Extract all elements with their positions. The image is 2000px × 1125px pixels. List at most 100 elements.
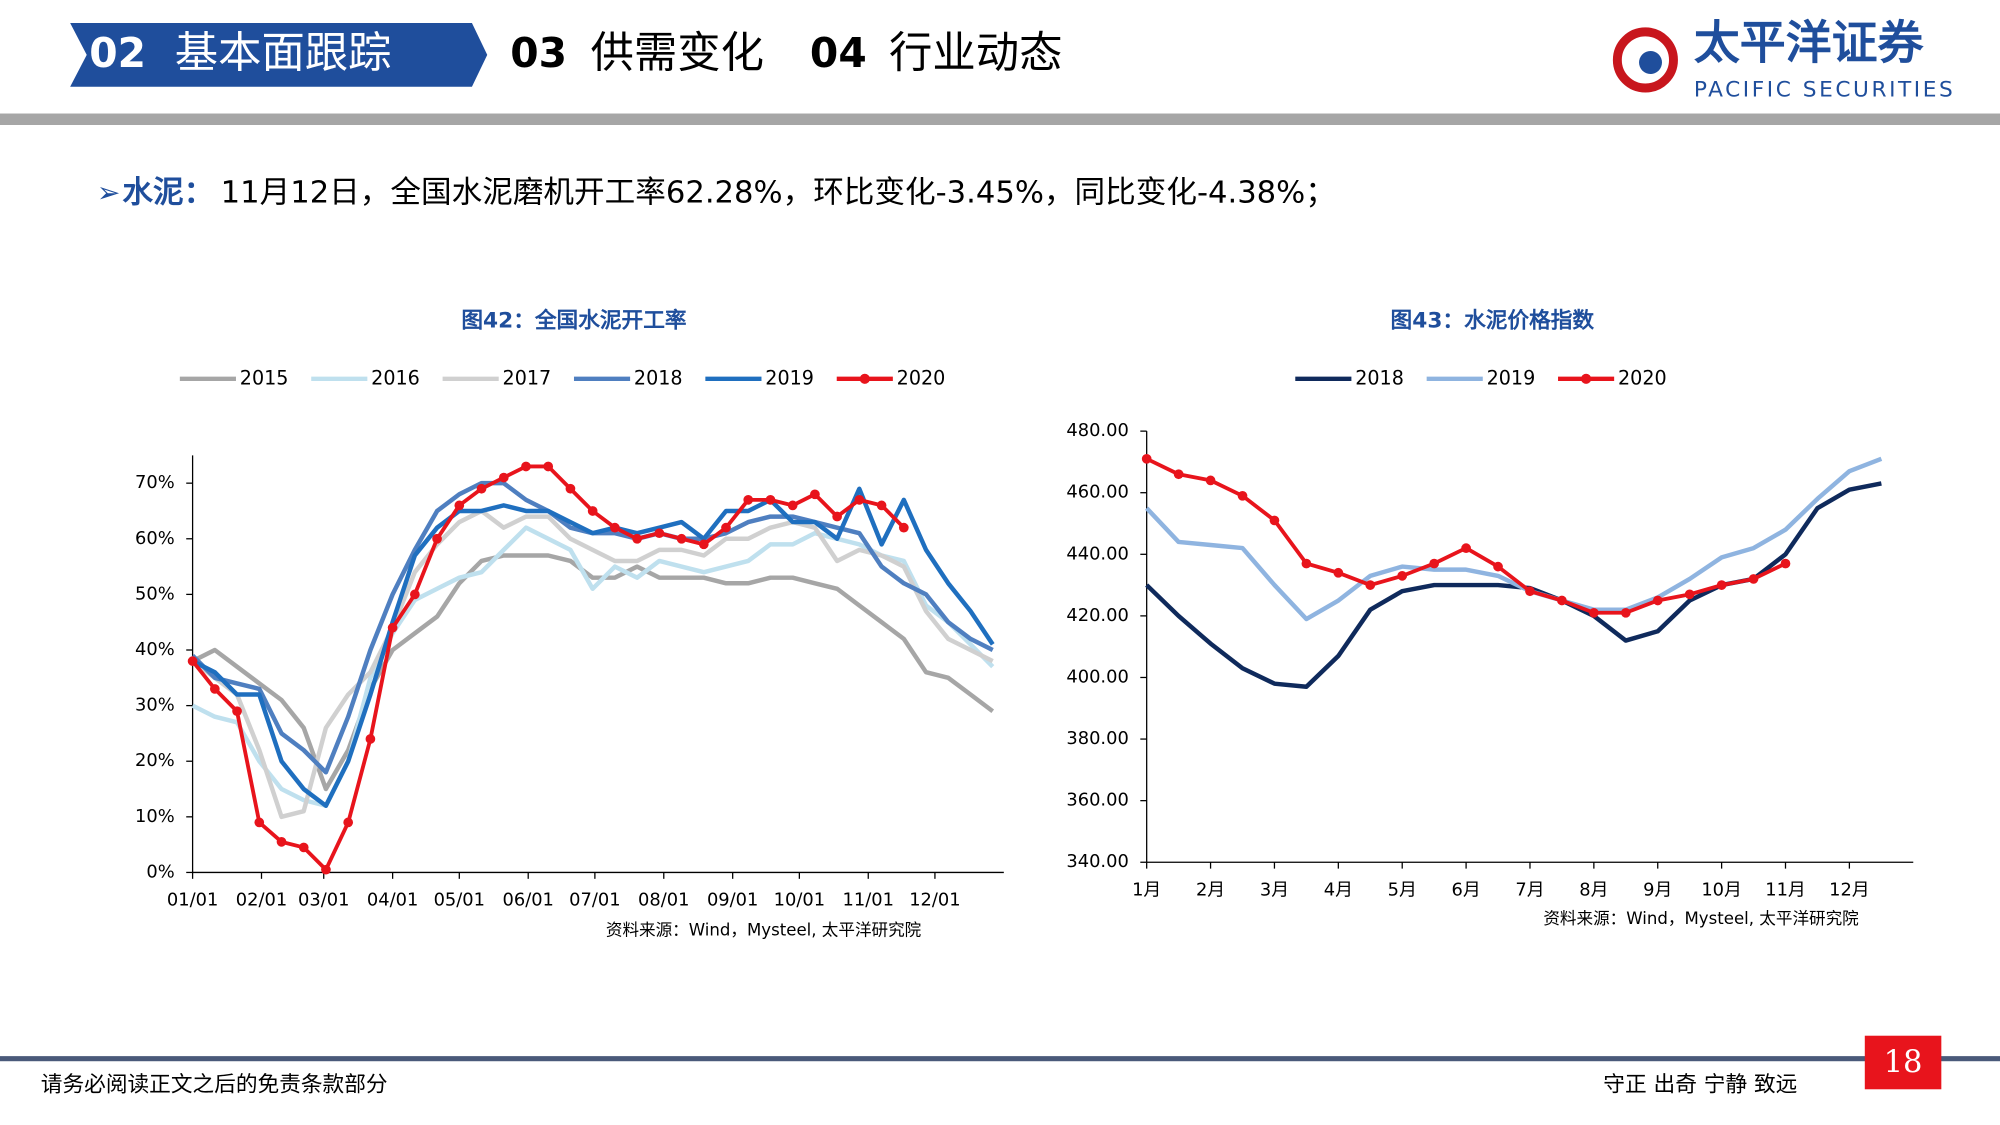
x-tick-label: 10月 [1701,879,1742,900]
point [898,522,909,533]
point [632,533,642,544]
chart-title: 图43：水泥价格指数 [1391,307,1595,333]
point [476,483,487,494]
x-tick-label: 6月 [1451,879,1480,900]
x-tick-label: 7月 [1515,879,1544,900]
x-tick-label: 1月 [1132,879,1161,900]
point [1716,580,1727,590]
legend-marker [1580,373,1592,384]
x-tick-label: 08/01 [638,890,689,911]
x-tick-label: 11月 [1765,879,1806,900]
x-tick-label: 8月 [1579,879,1608,900]
x-tick-label: 09/01 [707,890,758,911]
point [410,589,420,600]
point [1461,543,1471,553]
point [298,842,309,853]
x-tick-label: 01/01 [167,890,218,911]
x-tick-label: 11/01 [843,890,894,911]
legend-label: 2018 [1355,366,1404,389]
x-tick-label: 12/01 [909,890,960,911]
chart-title: 图42：全国水泥开工率 [461,307,686,333]
legend-label: 2019 [1487,366,1536,389]
logo-icon [1612,27,1678,93]
y-tick-label: 30% [135,695,175,716]
point [343,817,354,828]
point [654,528,665,539]
x-tick-label: 02/01 [236,890,287,911]
point [1780,558,1791,569]
point [1525,586,1535,597]
point [365,734,376,744]
point [698,539,709,550]
x-tick-label: 10/01 [774,890,825,911]
point [1301,558,1312,569]
point [454,500,465,511]
point [876,500,887,511]
series-line [191,508,994,820]
y-tick-label: 460.00 [1066,482,1128,503]
bullet-text: 11月12日，全国水泥磨机开工率62.28%，环比变化-3.45%，同比变化-4… [221,175,1336,210]
y-tick-label: 50% [135,583,175,604]
y-tick-label: 40% [135,639,175,660]
page-badge [1864,1035,1942,1090]
legend-marker [859,373,870,384]
nav-active-bg [70,22,488,87]
point [676,533,687,544]
y-tick-label: 360.00 [1066,790,1128,811]
point [432,533,442,544]
point [810,489,820,500]
point [587,506,598,516]
source: 资料来源：Wind，Mysteel, 太平洋研究院 [606,921,922,940]
legend-label: 2018 [634,366,683,389]
point [387,622,398,633]
point [1397,571,1408,581]
nav-num: 03 [510,29,567,77]
x-tick-label: 07/01 [569,890,620,911]
legend-label: 2015 [240,366,289,389]
point [1748,574,1759,584]
nav-label: 行业动态 [889,29,1062,79]
nav-num: 02 [89,29,146,77]
y-tick-label: 70% [135,472,175,493]
point [1684,589,1695,600]
y-tick-label: 0% [146,861,174,882]
series-line [191,486,995,808]
point [254,817,265,828]
point [1652,595,1663,606]
point [721,522,731,533]
nav-label: 供需变化 [591,29,764,79]
x-tick-label: 9月 [1643,879,1672,900]
nav-num: 04 [810,29,867,77]
point [232,706,242,717]
point [521,461,531,472]
point [743,495,754,505]
source: 资料来源：Wind，Mysteel, 太平洋研究院 [1543,909,1859,928]
point [187,656,198,666]
point [1589,607,1599,618]
x-tick-label: 04/01 [367,890,418,911]
logo: 太平洋证券 [1694,15,1925,69]
series-line [191,525,995,808]
x-tick-label: 06/01 [502,890,553,911]
y-tick-label: 340.00 [1066,851,1128,872]
x-tick-label: 05/01 [434,890,485,911]
point [610,522,620,533]
x-tick-label: 12月 [1829,879,1870,900]
legend-label: 2016 [371,366,420,389]
x-tick-label: 5月 [1388,879,1417,900]
y-tick-label: 440.00 [1066,543,1128,564]
legend-label: 2020 [897,366,946,389]
y-tick-label: 400.00 [1066,666,1128,687]
logo-en: PACIFIC SECURITIES [1694,78,1955,103]
motto: 守正 出奇 宁静 致远 [1603,1072,1797,1097]
y-tick-label: 420.00 [1066,605,1128,626]
x-tick-label: 03/01 [298,890,349,911]
legend-label: 2020 [1618,366,1667,389]
x-tick-label: 3月 [1260,879,1289,900]
legend-label: 2017 [503,366,552,389]
point [1269,515,1280,526]
logo-icon [1639,51,1662,74]
point [565,483,576,494]
page-number: 18 [1884,1045,1923,1080]
